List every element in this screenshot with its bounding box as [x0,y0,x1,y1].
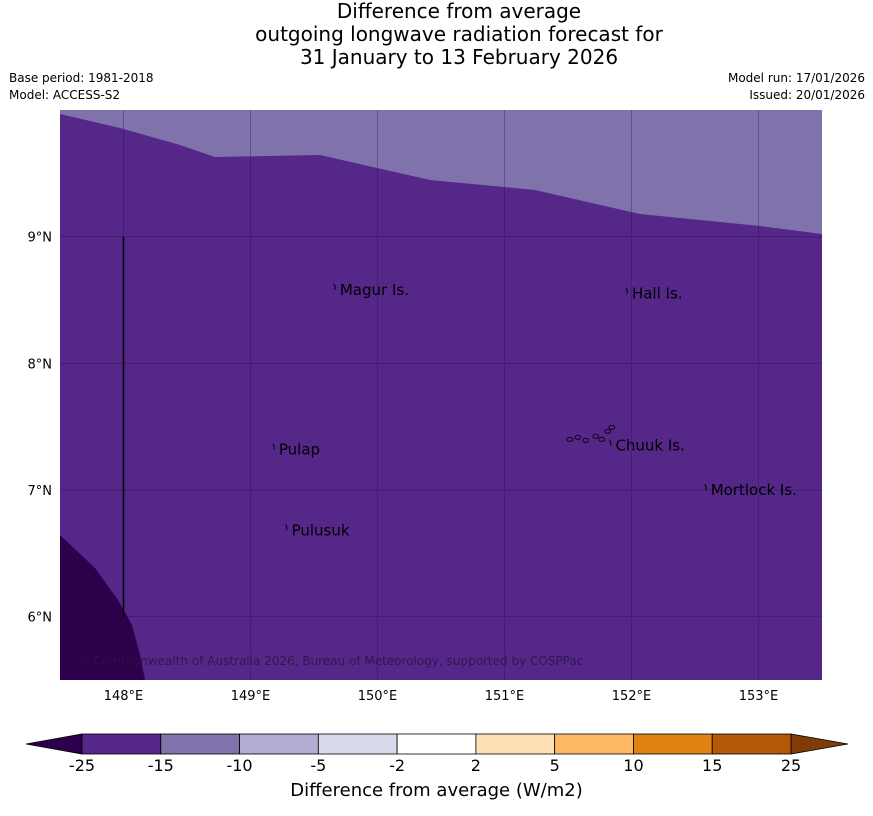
model-text: Model: ACCESS-S2 [9,88,121,102]
colorbar-title: Difference from average (W/m2) [290,780,583,801]
lon-tick-label: 152°E [612,689,652,704]
colorbar-tick-label: -25 [68,756,96,775]
island-outline [625,287,628,294]
lon-tick-label: 153°E [739,689,779,704]
colorbar-swatch [554,733,634,755]
base-period-text: Base period: 1981-2018 [9,71,154,85]
island-outline [272,443,275,450]
model-run-text: Model run: 17/01/2026 [727,71,865,85]
island-outline [704,483,707,491]
colorbar-tick-label: 5 [549,756,560,775]
island-outline [333,283,336,291]
colorbar-tick-label: -5 [310,756,327,775]
place-label: Hall Is. [632,285,683,303]
colorbar-swatch [633,733,713,755]
colorbar-tick-label: -10 [226,756,253,775]
meta-right: Model run: 17/01/2026 Issued: 20/01/2026 [728,70,865,104]
lon-tick-label: 150°E [358,689,398,704]
place-label: Pulusuk [292,522,350,540]
title-line-2: outgoing longwave radiation forecast for [255,22,663,46]
island-outline [592,433,600,439]
island-outline [598,436,606,442]
colorbar-tick-label: 25 [780,756,802,775]
colorbar-swatch [396,733,477,755]
colorbar-tick-label: 2 [470,756,481,775]
lat-tick-label: 8°N [28,357,53,372]
colorbar-over-extend [790,733,849,755]
island-outline [574,434,582,440]
island-outline [566,436,574,442]
colorbar-swatch [160,733,240,755]
colorbar-tick-label: -15 [147,756,174,775]
island-outline [285,524,288,531]
lon-tick-label: 151°E [485,689,525,704]
place-label: Pulap [279,440,320,458]
title-line-3: 31 January to 13 February 2026 [299,45,619,69]
island-outline [604,428,612,434]
place-label: Chuuk Is. [615,437,684,455]
lat-tick-label: 7°N [28,484,53,499]
place-label: Magur Is. [340,281,409,299]
colorbar-tick-label: 15 [702,756,723,775]
island-outline [608,424,616,430]
lat-tick-label: 6°N [28,611,53,626]
colorbar [25,733,849,755]
copyright-text: © Commonwealth of Australia 2026, Bureau… [78,654,583,668]
map-title: Difference from average outgoing longwav… [0,0,873,69]
colorbar-swatch [317,733,398,755]
colorbar-swatch [81,733,162,755]
island-outline [609,439,612,446]
map-layer: 148°E 149°E 150°E 151°E 152°E 153°E 9°N 8°N 7°N 6… [28,110,822,704]
island-outline [582,437,590,443]
lon-tick-label: 148°E [104,689,144,704]
colorbar-tick-label: 10 [623,756,644,775]
colorbar-swatch [239,733,319,755]
anomaly-fill-band [60,110,822,234]
colorbar-swatch [475,733,556,755]
place-label: Mortlock Is. [711,481,797,499]
colorbar-swatch [711,733,792,755]
title-line-1: Difference from average [336,0,582,23]
issued-text: Issued: 20/01/2026 [749,88,865,102]
lon-tick-label: 149°E [231,689,271,704]
anomaly-fill-corner [60,535,145,680]
colorbar-tick-label: -2 [389,756,406,775]
meta-left: Base period: 1981-2018 Model: ACCESS-S2 [9,70,154,104]
lat-tick-label: 9°N [28,231,53,246]
colorbar-under-extend [25,733,83,755]
